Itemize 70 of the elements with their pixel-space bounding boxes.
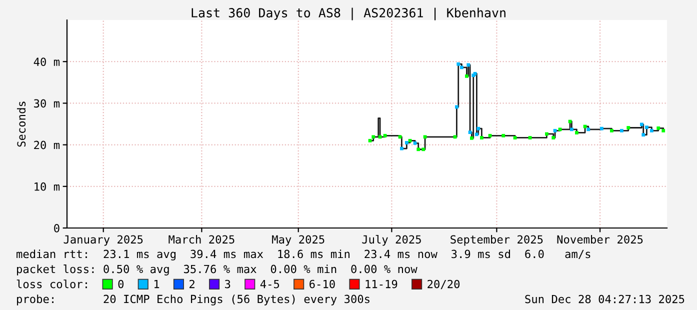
point	[470, 136, 474, 140]
point	[553, 128, 557, 132]
y-axis-title: Seconds	[16, 102, 26, 147]
point	[368, 138, 372, 142]
point	[528, 136, 532, 140]
point	[642, 133, 646, 137]
point	[640, 122, 644, 126]
text: Sun Dec 28 04:27:13 2025	[525, 294, 684, 304]
point	[466, 63, 470, 67]
point	[398, 135, 402, 139]
point	[456, 62, 460, 66]
point	[453, 135, 457, 139]
point	[378, 135, 382, 139]
point	[372, 135, 376, 139]
text: packet loss: 0.50 % avg 35.76 % max 0.00 % min 0.00 % now	[17, 264, 418, 276]
chart-title: Last 360 Days to AS8 | AS202361 | Kbenhavn	[192, 8, 506, 20]
point	[570, 128, 574, 132]
legend-label: 1	[154, 280, 160, 288]
point	[656, 126, 660, 130]
point	[464, 74, 468, 78]
point	[474, 132, 478, 136]
y-tick-label: 10 m	[34, 182, 60, 191]
point	[600, 126, 604, 130]
y-tick-label: 40 m	[34, 58, 60, 66]
point	[422, 148, 426, 152]
text: median rtt: 23.1 ms avg 39.4 ms max 18.6 ms min 23.4 ms now 3.9 ms sd 6.0 am/s	[16, 250, 590, 260]
point	[650, 128, 654, 132]
x-tick-label: January 2025	[64, 235, 143, 246]
x-tick-label: September 2025	[450, 235, 543, 246]
point	[513, 136, 517, 140]
legend-label: 20/20	[428, 280, 460, 290]
point	[586, 128, 590, 132]
y-tick-label: 30 m	[34, 99, 60, 108]
point	[626, 126, 630, 130]
point	[416, 148, 420, 152]
point	[620, 128, 624, 132]
x-tick-label: November 2025	[557, 235, 643, 244]
point	[404, 141, 408, 144]
point	[644, 126, 648, 130]
point	[480, 136, 484, 140]
point	[383, 134, 387, 138]
point	[476, 126, 480, 130]
point	[454, 105, 458, 109]
point	[662, 128, 666, 132]
point	[544, 132, 548, 136]
x-tick-label: May 2025	[272, 235, 324, 246]
point	[558, 128, 562, 132]
legend-label: 11-19	[366, 280, 398, 288]
y-tick-label: 0	[54, 224, 60, 232]
x-tick-label: July 2025	[362, 234, 421, 246]
legend-label: 4-5	[260, 280, 280, 288]
point	[460, 66, 464, 70]
point	[574, 131, 578, 134]
point	[552, 136, 556, 140]
x-tick-label: March 2025	[168, 235, 234, 244]
point	[610, 128, 614, 132]
point	[488, 134, 492, 138]
point	[468, 130, 472, 134]
point	[502, 134, 506, 138]
point	[423, 135, 427, 139]
point	[413, 141, 417, 145]
point	[408, 138, 412, 142]
legend-title: loss color:	[16, 280, 87, 288]
legend-label: 0	[118, 280, 124, 288]
legend-label: 3	[225, 280, 230, 288]
text: probe: 20 ICMP Echo Pings (56 Bytes) every 300s	[17, 294, 370, 306]
point	[400, 146, 404, 150]
legend-label: 6-10	[310, 280, 335, 288]
legend-label: 2	[190, 280, 194, 288]
y-tick-label: 20 m	[34, 140, 60, 150]
